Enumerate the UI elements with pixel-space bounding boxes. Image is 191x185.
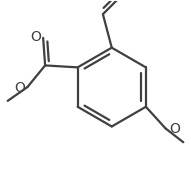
Text: O: O	[30, 30, 41, 44]
Text: O: O	[169, 122, 180, 136]
Text: O: O	[14, 81, 25, 95]
